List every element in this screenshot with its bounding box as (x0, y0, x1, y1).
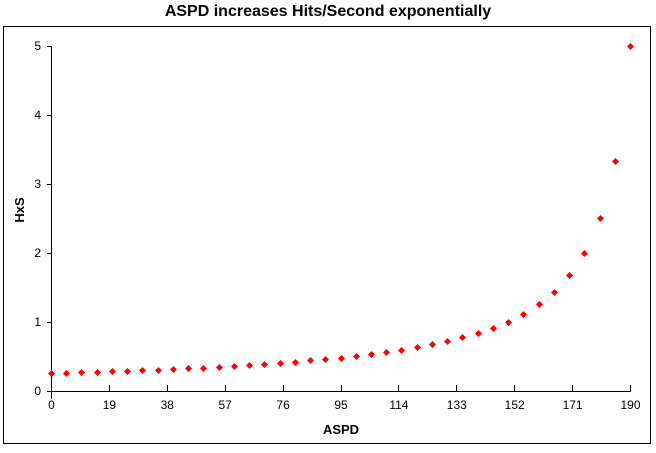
y-tick-label: 4 (34, 107, 41, 122)
data-point (459, 334, 467, 342)
y-tick (47, 321, 52, 323)
x-tick-label: 76 (276, 398, 290, 412)
x-tick-label: 95 (334, 398, 348, 412)
data-point (276, 359, 284, 367)
x-tick (51, 385, 52, 391)
y-axis-title: HxS (12, 197, 27, 223)
data-point (474, 329, 482, 338)
data-point (322, 356, 330, 364)
data-point (626, 42, 635, 50)
x-axis-line (51, 391, 631, 392)
data-point (367, 351, 376, 359)
y-tick-label: 1 (34, 314, 41, 329)
data-point (383, 349, 391, 357)
x-tick (456, 385, 458, 391)
y-tick-label: 0 (34, 383, 41, 398)
data-point (550, 288, 558, 296)
data-point (261, 360, 269, 368)
y-tick (47, 252, 52, 254)
data-point (505, 318, 513, 326)
y-tick-label: 3 (34, 176, 41, 191)
y-axis-line (51, 46, 52, 399)
data-point (596, 214, 604, 223)
y-tick (47, 183, 52, 185)
x-tick-label: 152 (504, 398, 525, 412)
x-tick-label: 57 (218, 398, 232, 412)
data-point (154, 366, 162, 374)
data-point (63, 369, 71, 377)
x-tick (282, 385, 284, 391)
data-point (93, 368, 101, 376)
data-point (291, 358, 299, 366)
data-point (611, 157, 619, 165)
x-axis-title: ASPD (322, 422, 360, 437)
y-tick (47, 390, 52, 392)
data-point (108, 368, 116, 376)
y-tick (47, 114, 52, 116)
x-tick (340, 385, 342, 391)
x-tick (572, 385, 574, 391)
data-point (337, 354, 345, 362)
data-point (535, 301, 543, 309)
data-point (124, 367, 132, 375)
x-tick-label: 114 (389, 398, 409, 412)
y-tick-label: 2 (34, 245, 41, 260)
data-point (398, 346, 406, 354)
data-point (352, 352, 360, 361)
data-point (520, 310, 528, 318)
data-point (581, 249, 589, 257)
x-tick (398, 385, 400, 391)
data-point (47, 370, 56, 378)
data-point (78, 369, 86, 377)
data-point (139, 367, 147, 375)
x-tick-label: 133 (446, 398, 467, 412)
data-point (444, 338, 452, 346)
y-tick-label: 5 (34, 38, 41, 53)
data-point (306, 357, 315, 365)
x-tick (224, 385, 226, 391)
x-tick-label: 171 (562, 398, 583, 412)
data-point (230, 362, 238, 370)
data-point (200, 364, 208, 372)
y-tick (47, 45, 52, 47)
data-point (489, 324, 497, 332)
x-tick-label: 190 (620, 398, 641, 412)
x-tick (108, 385, 110, 391)
data-point (566, 272, 574, 280)
data-point (215, 363, 223, 371)
data-point (413, 344, 421, 352)
data-point (428, 341, 436, 349)
x-tick (514, 385, 516, 391)
x-tick-label: 19 (102, 398, 117, 412)
data-point (185, 365, 193, 373)
x-tick (630, 385, 631, 391)
chart-title: ASPD increases Hits/Second exponentially (164, 3, 492, 20)
data-point (246, 361, 254, 370)
x-tick-label: 0 (48, 398, 55, 412)
x-tick (166, 385, 168, 391)
x-tick-label: 38 (160, 398, 174, 412)
data-point (169, 365, 177, 373)
